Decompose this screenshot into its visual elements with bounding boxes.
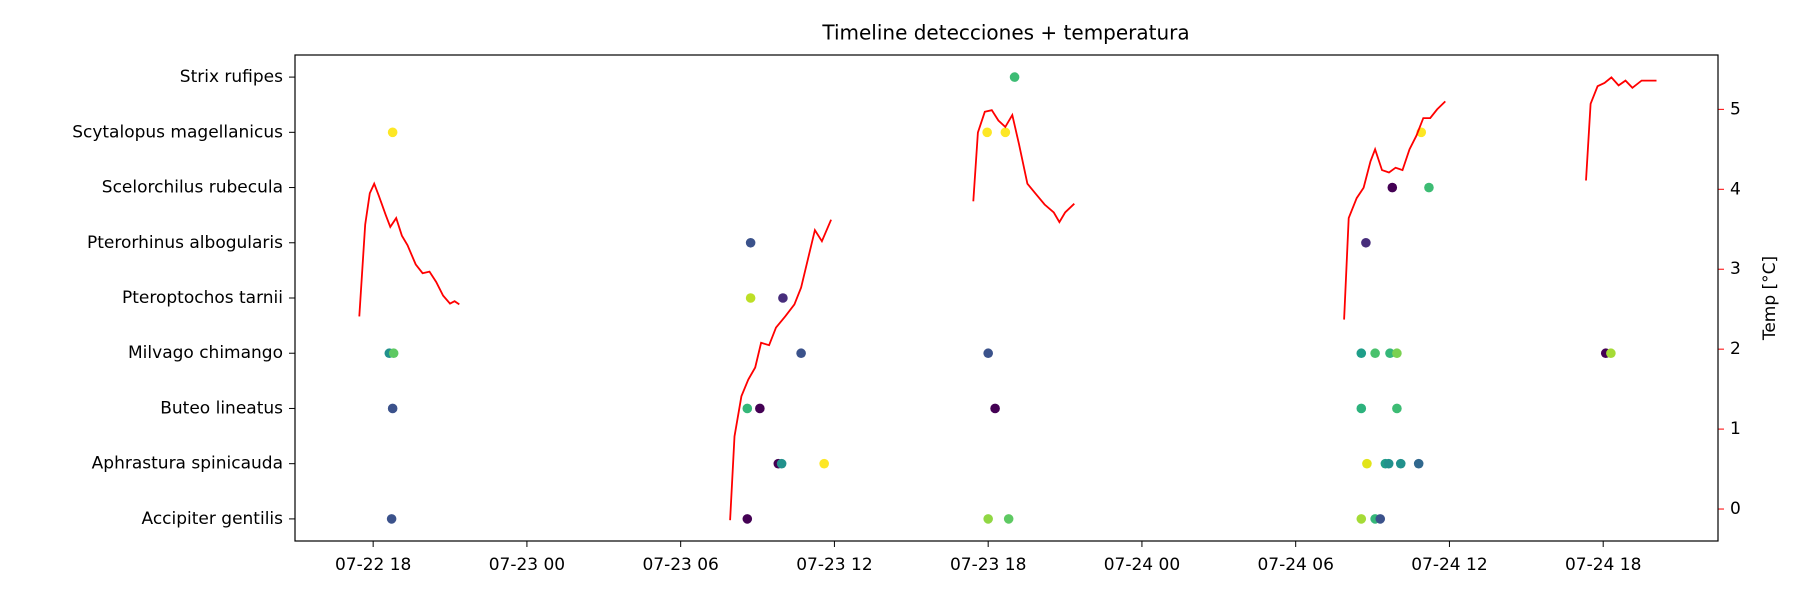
y-tick-label: Pterorhinus albogularis [87, 233, 283, 253]
y-tick-label: Aphrastura spinicauda [92, 454, 283, 474]
detection-point [1003, 514, 1014, 524]
x-tick-label: 07-23 12 [796, 555, 872, 575]
y-tick-label: Pteroptochos tarnii [122, 288, 283, 308]
detection-point [1356, 403, 1367, 414]
y2-tick-label: 5 [1730, 99, 1741, 119]
y2-tick-label: 0 [1730, 499, 1741, 519]
y-tick-label: Scytalopus magellanicus [72, 122, 283, 142]
detection-point [983, 514, 993, 524]
detection-point [1375, 514, 1386, 524]
detection-point [755, 403, 765, 414]
y2-tick-label: 3 [1730, 259, 1741, 279]
x-tick-label: 07-23 18 [950, 555, 1026, 575]
detection-point [386, 514, 397, 524]
x-tick-label: 07-22 18 [335, 555, 411, 575]
detection-point [983, 348, 993, 359]
detection-point [1413, 458, 1424, 469]
detection-point [1392, 348, 1402, 359]
detection-point [1356, 348, 1367, 359]
detection-point [387, 127, 398, 138]
detection-point [1395, 458, 1406, 469]
x-tick-label: 07-23 06 [642, 555, 718, 575]
detection-point [1370, 348, 1380, 359]
detection-point [982, 127, 992, 138]
x-tick-label: 07-23 00 [489, 555, 565, 575]
detection-point [388, 348, 399, 359]
y-tick-label: Accipiter gentilis [142, 509, 284, 529]
y-tick-label: Scelorchilus rubecula [102, 178, 283, 198]
detection-point [1387, 182, 1398, 193]
detection-point [745, 237, 756, 248]
detection-point [1356, 514, 1367, 524]
detection-point [1362, 458, 1372, 469]
y-tick-label: Milvago chimango [128, 343, 283, 363]
x-tick-label: 07-24 00 [1104, 555, 1180, 575]
y2-tick-label: 2 [1730, 339, 1741, 359]
detection-point [1361, 237, 1371, 248]
detection-point [776, 458, 787, 469]
detection-point [1000, 127, 1011, 138]
y-tick-label: Buteo lineatus [160, 398, 283, 418]
y2-tick-label: 1 [1730, 419, 1741, 439]
detection-point [819, 458, 829, 469]
detection-point [1424, 182, 1434, 193]
detection-point [796, 348, 806, 359]
y2-axis-label: Temp [°C] [1760, 256, 1780, 341]
detection-point [1385, 348, 1395, 359]
detection-point [778, 293, 788, 303]
y-tick-label: Strix rufipes [180, 67, 283, 87]
detection-point [387, 403, 398, 414]
plot-frame [294, 54, 1719, 542]
detection-point [745, 293, 756, 303]
chart-title: Timeline detecciones + temperatura [821, 21, 1189, 45]
detection-point [1392, 403, 1402, 414]
x-tick-label: 07-24 06 [1257, 555, 1333, 575]
temperature-line [358, 76, 1657, 521]
detection-point [1383, 458, 1394, 469]
detection-point [742, 403, 753, 414]
detection-point [1606, 348, 1616, 359]
x-tick-label: 07-24 18 [1565, 555, 1641, 575]
x-tick-label: 07-24 12 [1411, 555, 1487, 575]
y2-tick-label: 4 [1730, 179, 1741, 199]
detection-point [742, 514, 753, 524]
detection-point [1009, 72, 1020, 82]
detection-point [990, 403, 1000, 414]
